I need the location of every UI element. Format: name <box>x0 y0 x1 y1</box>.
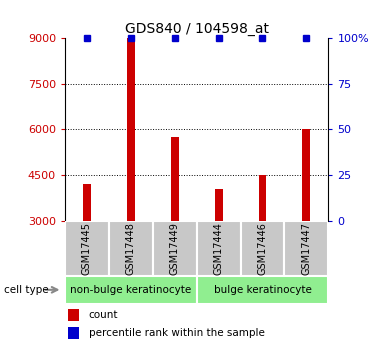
Text: count: count <box>89 310 118 320</box>
Bar <box>65 276 197 304</box>
Bar <box>285 221 328 276</box>
Bar <box>197 276 328 304</box>
Bar <box>83 184 91 221</box>
Bar <box>65 221 109 276</box>
Text: cell type: cell type <box>4 285 48 295</box>
Text: bulge keratinocyte: bulge keratinocyte <box>214 285 311 295</box>
Bar <box>259 175 266 221</box>
Text: GSM17449: GSM17449 <box>170 222 180 275</box>
Bar <box>109 221 153 276</box>
Bar <box>240 221 285 276</box>
Bar <box>302 129 310 221</box>
Bar <box>68 327 79 339</box>
Text: GSM17446: GSM17446 <box>257 222 267 275</box>
Bar <box>171 137 178 221</box>
Text: non-bulge keratinocyte: non-bulge keratinocyte <box>70 285 191 295</box>
Bar <box>68 309 79 321</box>
Text: percentile rank within the sample: percentile rank within the sample <box>89 328 265 338</box>
Title: GDS840 / 104598_at: GDS840 / 104598_at <box>125 21 269 36</box>
Text: GSM17444: GSM17444 <box>214 222 224 275</box>
Bar <box>215 189 223 221</box>
Bar <box>153 221 197 276</box>
Bar <box>127 38 135 221</box>
Text: GSM17447: GSM17447 <box>301 222 311 275</box>
Bar <box>197 221 240 276</box>
Text: GSM17448: GSM17448 <box>126 222 136 275</box>
Text: GSM17445: GSM17445 <box>82 222 92 275</box>
